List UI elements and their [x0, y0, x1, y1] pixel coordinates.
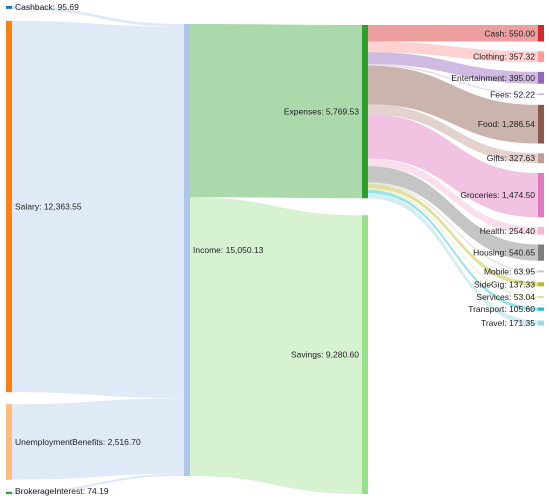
- link-expenses-to-housing[interactable]: [368, 166, 538, 261]
- node-sidegig[interactable]: [538, 282, 544, 287]
- label-housing: Housing: 540.65: [473, 248, 535, 258]
- label-cashback: Cashback: 95.69: [15, 2, 79, 12]
- link-brokerage-to-income[interactable]: [12, 473, 184, 494]
- label-sidegig: SideGig: 137.33: [474, 279, 535, 289]
- label-travel: Travel: 171.35: [481, 318, 535, 328]
- label-services: Services: 53.04: [476, 292, 535, 302]
- link-expenses-to-cash[interactable]: [368, 25, 538, 42]
- link-expenses-to-food[interactable]: [368, 65, 538, 144]
- link-income-to-expenses[interactable]: [190, 24, 362, 199]
- label-unemployment: UnemploymentBenefits: 2,516.70: [15, 437, 141, 447]
- node-salary[interactable]: [6, 20, 12, 393]
- label-cash: Cash: 550.00: [484, 28, 535, 38]
- node-gifts[interactable]: [538, 153, 544, 164]
- link-expenses-to-groceries[interactable]: [368, 114, 538, 218]
- sankey-labels: Cashback: 95.69 Salary: 12,363.55 Unemploy…: [15, 2, 535, 496]
- link-expenses-to-entertainment[interactable]: [368, 52, 538, 84]
- node-cash[interactable]: [538, 25, 544, 42]
- node-unemployment[interactable]: [6, 404, 12, 480]
- link-income-to-savings[interactable]: [190, 197, 362, 495]
- link-expenses-to-health[interactable]: [368, 158, 538, 235]
- node-income[interactable]: [184, 24, 190, 476]
- node-transport[interactable]: [538, 307, 544, 311]
- label-brokerage: BrokerageInterest: 74.19: [15, 486, 109, 496]
- link-expenses-to-transport[interactable]: [368, 189, 538, 311]
- link-expenses-to-gifts[interactable]: [368, 104, 538, 164]
- node-cashback[interactable]: [6, 6, 12, 9]
- label-groceries: Groceries: 1,474.50: [460, 190, 535, 200]
- node-expenses[interactable]: [362, 25, 368, 199]
- sankey-nodes: [6, 6, 544, 495]
- node-travel[interactable]: [538, 320, 544, 326]
- label-food: Food: 1,286.54: [478, 119, 535, 129]
- link-expenses-to-sidegig[interactable]: [368, 184, 538, 287]
- link-expenses-to-clothing[interactable]: [368, 41, 538, 63]
- label-savings: Savings: 9,280.60: [291, 350, 359, 360]
- label-entertainment: Entertainment: 395.00: [451, 73, 535, 83]
- sankey-links: [12, 6, 538, 495]
- label-income: Income: 15,050.13: [193, 245, 264, 255]
- node-housing[interactable]: [538, 244, 544, 261]
- label-salary: Salary: 12,363.55: [15, 202, 82, 212]
- label-fees: Fees: 52.22: [490, 89, 535, 99]
- link-expenses-to-services[interactable]: [368, 188, 538, 298]
- label-transport: Transport: 105.60: [468, 304, 535, 314]
- node-brokerage[interactable]: [6, 491, 12, 494]
- link-unemployment-to-income[interactable]: [12, 398, 184, 480]
- node-entertainment[interactable]: [538, 71, 544, 84]
- label-health: Health: 254.40: [480, 226, 536, 236]
- link-cashback-to-income[interactable]: [12, 6, 184, 27]
- link-salary-to-income[interactable]: [12, 20, 184, 399]
- link-expenses-to-mobile[interactable]: [368, 182, 538, 273]
- label-mobile: Mobile: 63.95: [484, 266, 535, 276]
- node-health[interactable]: [538, 227, 544, 235]
- node-groceries[interactable]: [538, 172, 544, 218]
- node-clothing[interactable]: [538, 51, 544, 63]
- label-expenses: Expenses: 5,769.53: [284, 107, 359, 117]
- link-expenses-to-travel[interactable]: [368, 193, 538, 326]
- node-fees[interactable]: [538, 93, 544, 96]
- node-savings[interactable]: [362, 215, 368, 495]
- node-food[interactable]: [538, 104, 544, 144]
- node-mobile[interactable]: [538, 270, 544, 273]
- label-gifts: Gifts: 327.63: [487, 153, 535, 163]
- label-clothing: Clothing: 357.32: [473, 52, 535, 62]
- link-expenses-to-fees[interactable]: [368, 64, 538, 96]
- node-services[interactable]: [538, 296, 544, 298]
